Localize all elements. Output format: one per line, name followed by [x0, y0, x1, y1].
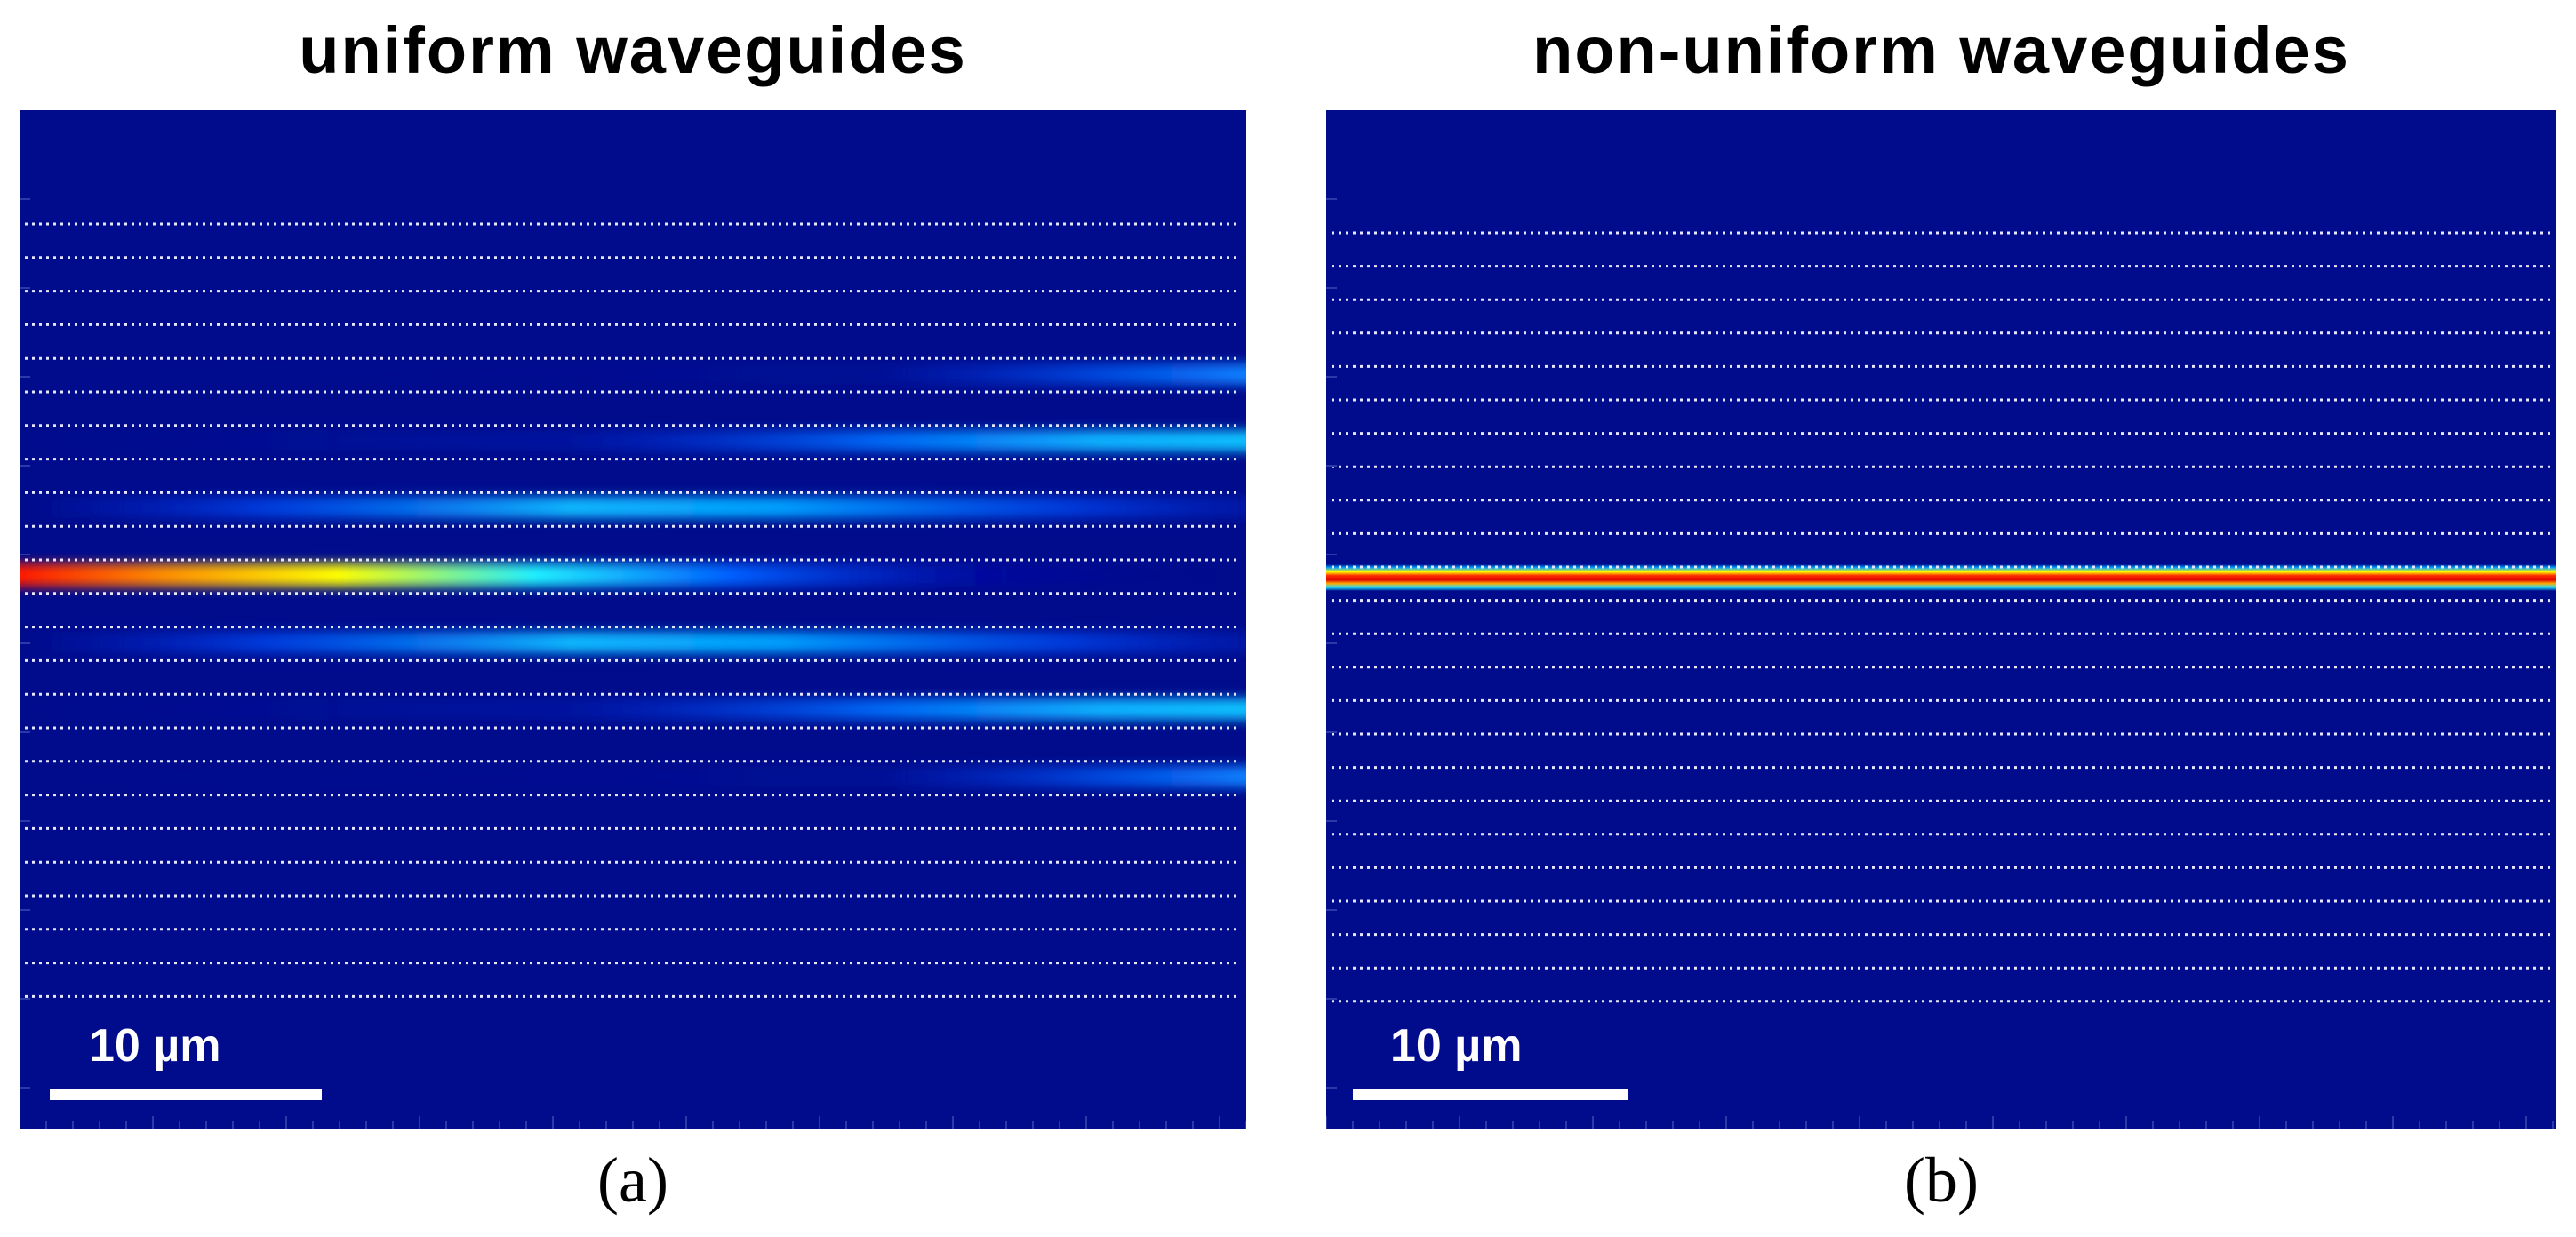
panel-a-title: uniform waveguides	[299, 13, 967, 87]
beam-neighbor-upper-3	[20, 363, 1246, 385]
panel-b-caption: (b)	[1904, 1145, 1979, 1216]
beam-neighbor-lower-3	[20, 766, 1246, 787]
beam-neighbor-upper-1	[20, 497, 1246, 518]
panel-b-field-map: 10 µm	[1326, 110, 2556, 1129]
panel-a-background	[20, 110, 1246, 1129]
panel-a-ticks	[20, 198, 1246, 1129]
panel-a-field-map: 10 µm	[20, 110, 1246, 1129]
beam-neighbor-lower-2	[20, 698, 1246, 720]
panel-b-beam-center	[1326, 564, 2556, 591]
beam-neighbor-lower-1	[20, 632, 1246, 653]
panel-b-title: non-uniform waveguides	[1532, 13, 2350, 87]
panel-a-caption: (a)	[597, 1145, 668, 1216]
panel-a-beams	[20, 363, 1246, 787]
beam-neighbor-upper-2	[20, 430, 1246, 451]
panel-b-ticks	[1326, 198, 2554, 1129]
beam-center	[20, 563, 1246, 587]
panel-a-scale-label: 10 µm	[89, 1020, 220, 1072]
panel-b-background	[1326, 110, 2556, 1129]
panel-b-scale-label: 10 µm	[1390, 1020, 1522, 1072]
